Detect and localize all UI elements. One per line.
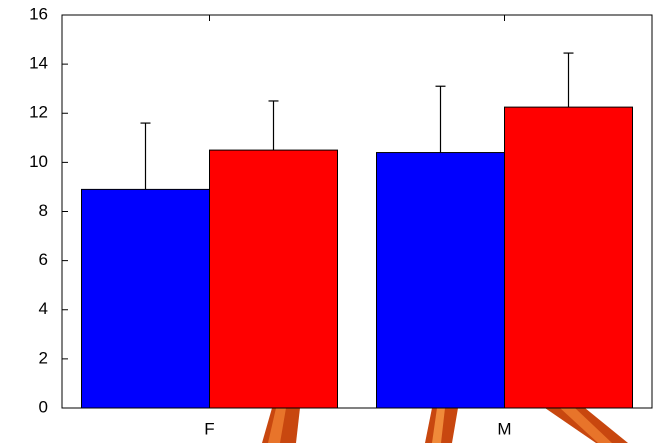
bar xyxy=(209,149,338,409)
y-tick-label: 14 xyxy=(29,54,48,73)
y-tick-label: 12 xyxy=(29,103,48,122)
y-tick-label: 4 xyxy=(39,299,48,318)
y-tick-label: 10 xyxy=(29,152,48,171)
bar xyxy=(376,152,505,409)
x-tick-label: M xyxy=(497,419,511,438)
y-tick-label: 0 xyxy=(39,397,48,416)
y-tick-label: 6 xyxy=(39,250,48,269)
bar xyxy=(81,188,210,409)
background-decoration xyxy=(262,408,628,443)
y-tick-label: 2 xyxy=(39,348,48,367)
y-tick-label: 16 xyxy=(29,4,48,23)
x-tick-label: F xyxy=(204,419,214,438)
y-tick-label: 8 xyxy=(39,201,48,220)
bar xyxy=(504,106,633,409)
